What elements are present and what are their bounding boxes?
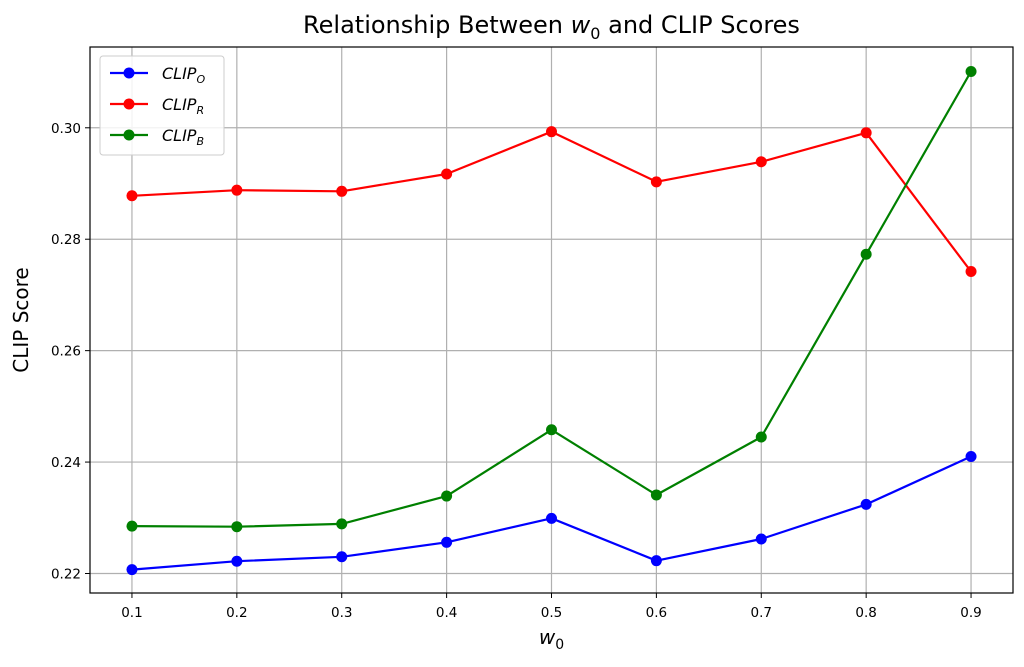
legend-label: CLIPO: [162, 64, 205, 86]
chart-title-var: w: [571, 11, 591, 39]
data-point-clip-b: [755, 431, 767, 443]
data-point-clip-r: [546, 126, 557, 138]
legend-label-sub: O: [196, 73, 205, 86]
data-point-clip-o: [441, 536, 453, 548]
legend-marker: [123, 129, 135, 141]
legend-label-sub: R: [196, 104, 204, 117]
data-point-clip-b: [126, 520, 138, 532]
legend-label-main: CLIP: [162, 95, 197, 114]
data-point-clip-o: [126, 564, 138, 576]
data-point-clip-b: [650, 489, 662, 501]
series-clip-b: [126, 66, 977, 533]
x-axis-title-var: w: [539, 625, 556, 649]
chart-title-sub: 0: [590, 24, 600, 43]
x-tick-label: 0.8: [855, 605, 876, 621]
data-point-clip-b: [546, 424, 557, 436]
data-point-clip-r: [441, 168, 453, 180]
data-point-clip-o: [546, 512, 557, 524]
y-tick-label: 0.26: [51, 344, 81, 360]
x-axis-title: w0: [539, 625, 564, 653]
ticks: 0.1 0.2 0.3 0.4 0.5 0.6 0.7 0.8 0.9 0.22 0.24 0.26 0…: [51, 121, 982, 621]
data-point-clip-o: [336, 551, 348, 563]
data-point-clip-r: [336, 185, 348, 197]
data-point-clip-b: [231, 521, 243, 533]
data-point-clip-b: [441, 490, 453, 502]
data-point-clip-r: [755, 156, 767, 168]
data-point-clip-b: [860, 248, 872, 260]
y-axis-title: CLIP Score: [9, 267, 33, 372]
legend-item: CLIPB: [110, 126, 204, 148]
x-tick-label: 0.4: [436, 605, 457, 621]
series-clip-o: [126, 451, 977, 576]
data-point-clip-o: [860, 498, 872, 510]
legend-label-sub: B: [196, 135, 204, 148]
chart-title-suffix: and CLIP Scores: [600, 11, 799, 39]
y-tick-label: 0.30: [51, 121, 81, 137]
data-point-clip-b: [965, 66, 977, 78]
chart-title: Relationship Between w0 and CLIP Scores: [303, 11, 800, 43]
legend-item: CLIPO: [110, 64, 205, 86]
legend-label: CLIPR: [162, 95, 204, 117]
y-tick-label: 0.24: [51, 455, 81, 471]
series-layer: [126, 66, 977, 576]
x-tick-label: 0.6: [646, 605, 667, 621]
data-point-clip-o: [650, 555, 662, 567]
x-tick-label: 0.2: [226, 605, 247, 621]
data-point-clip-o: [231, 555, 243, 567]
data-point-clip-o: [755, 533, 767, 545]
legend-label: CLIPB: [162, 126, 204, 148]
x-tick-label: 0.9: [960, 605, 981, 621]
x-tick-label: 0.7: [751, 605, 772, 621]
data-point-clip-r: [231, 184, 243, 196]
data-point-clip-o: [965, 451, 977, 462]
data-point-clip-r: [965, 266, 977, 278]
x-axis-title-sub: 0: [555, 637, 564, 653]
legend-label-main: CLIP: [162, 64, 197, 83]
series-clip-r: [126, 126, 977, 278]
chart-title-prefix: Relationship Between: [303, 11, 571, 39]
data-point-clip-r: [650, 176, 662, 188]
x-tick-label: 0.1: [121, 605, 142, 621]
legend-marker: [123, 67, 135, 79]
legend-item: CLIPR: [110, 95, 204, 117]
legend-label-main: CLIP: [162, 126, 197, 145]
data-point-clip-r: [126, 190, 138, 202]
legend-marker: [123, 98, 135, 110]
x-tick-label: 0.3: [331, 605, 352, 621]
data-point-clip-r: [860, 127, 872, 139]
y-tick-label: 0.28: [51, 232, 81, 248]
y-tick-label: 0.22: [51, 567, 81, 583]
x-tick-label: 0.5: [541, 605, 562, 621]
data-point-clip-b: [336, 518, 348, 530]
